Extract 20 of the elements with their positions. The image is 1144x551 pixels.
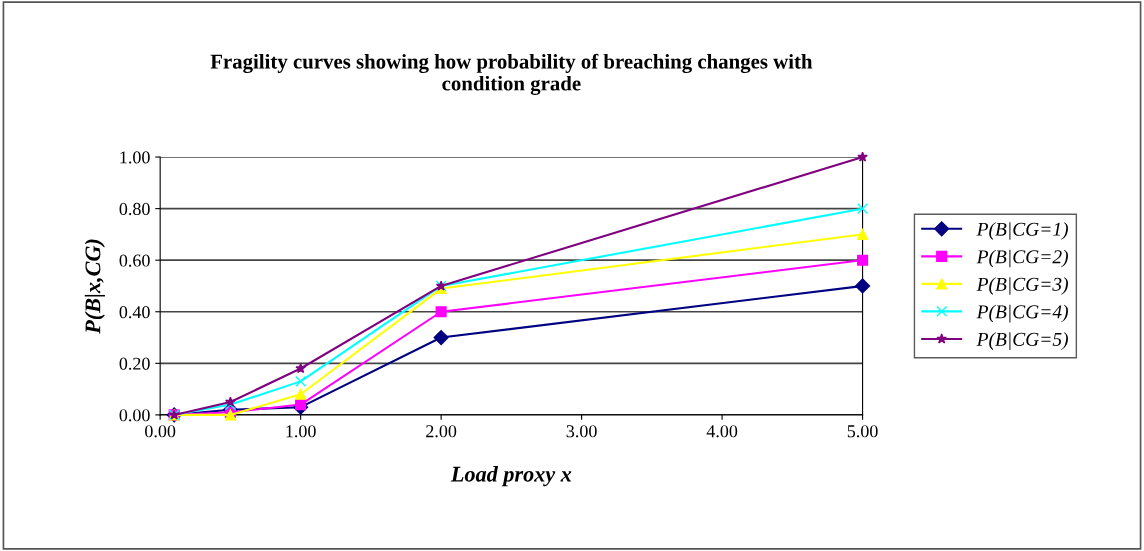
x-tick-label: 3.00 bbox=[566, 425, 597, 438]
chart-title: Fragility curves showing how probability of breaching changes with condition grade bbox=[210, 53, 813, 95]
x-tick-label: 4.00 bbox=[706, 425, 738, 438]
y-tick-label: 0.00 bbox=[119, 409, 150, 422]
x-tick-label: 1.00 bbox=[286, 425, 316, 438]
legend-label: P(B|CG=3) bbox=[976, 277, 1068, 295]
legend-label: P(B|CG=4) bbox=[976, 304, 1068, 323]
y-tick-label: 1.00 bbox=[120, 151, 150, 164]
y-tick-label: 0.60 bbox=[119, 254, 150, 267]
legend-label: P(B|CG=1) bbox=[976, 222, 1068, 240]
y-tick-label: 0.20 bbox=[119, 357, 150, 370]
x-tick-label: 2.00 bbox=[426, 425, 457, 438]
x-axis-title: Load proxy x bbox=[450, 466, 572, 487]
y-tick-label: 0.40 bbox=[119, 306, 150, 319]
legend-label: P(B|CG=5) bbox=[976, 332, 1068, 350]
legend-label: P(B|CG=2) bbox=[976, 249, 1068, 268]
x-tick-label: 5.00 bbox=[847, 425, 878, 438]
x-tick-label: 0.00 bbox=[145, 425, 176, 438]
y-axis-title: P(B|x,CG) bbox=[84, 239, 105, 334]
y-tick-label: 0.80 bbox=[119, 202, 150, 216]
